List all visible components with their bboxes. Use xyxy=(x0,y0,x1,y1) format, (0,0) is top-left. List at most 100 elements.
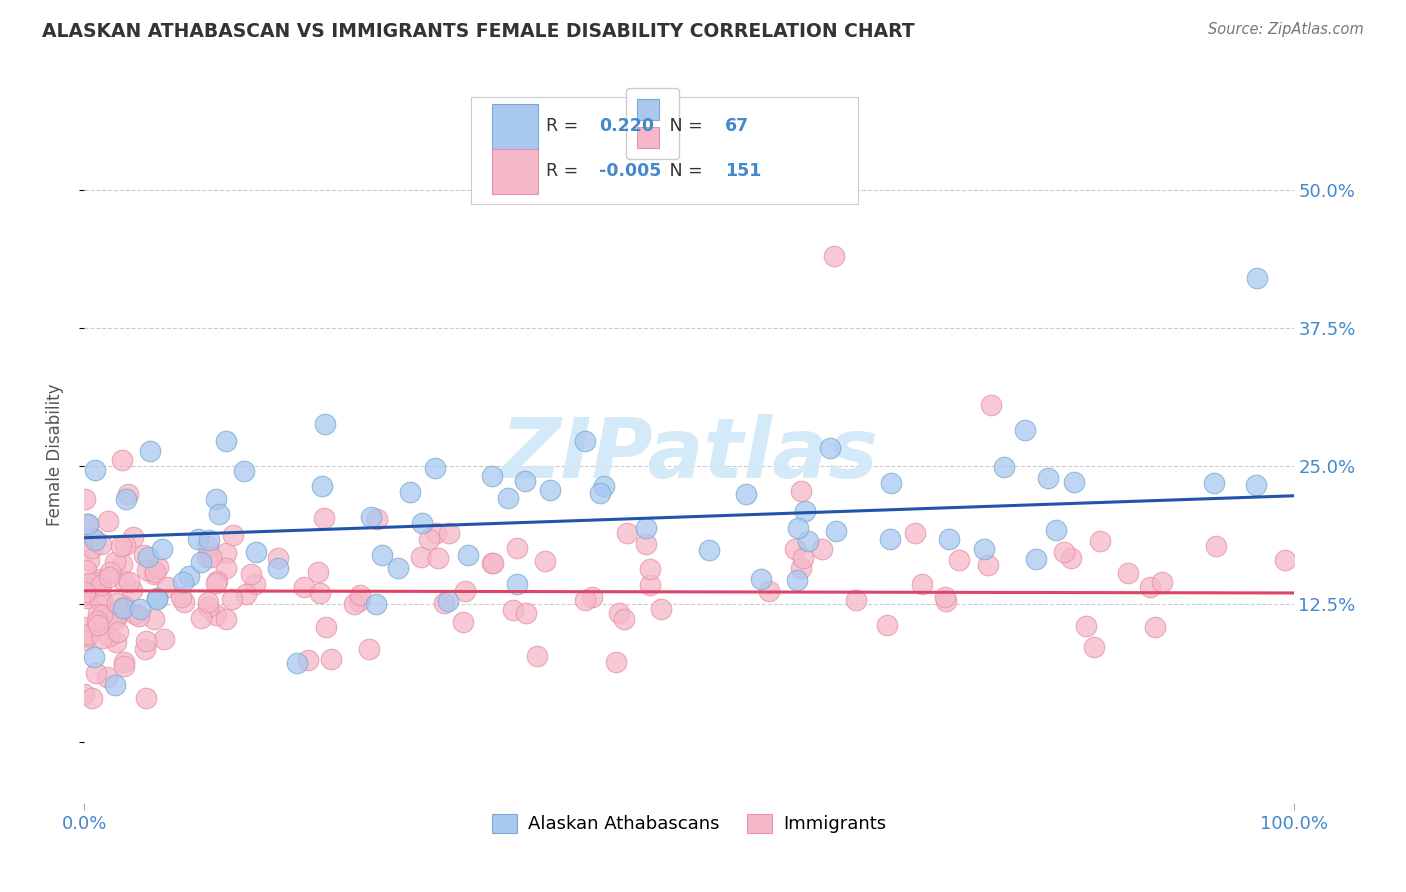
Point xyxy=(170,590,193,604)
Point xyxy=(112,655,135,669)
Point xyxy=(112,659,135,673)
Point xyxy=(433,596,456,610)
Text: 0.220: 0.220 xyxy=(599,117,654,136)
Point xyxy=(876,618,898,632)
Point xyxy=(823,249,845,263)
Point xyxy=(73,537,96,551)
Point xyxy=(481,556,503,570)
Point xyxy=(214,612,236,626)
Point xyxy=(1045,523,1067,537)
Point xyxy=(142,612,165,626)
Text: N =: N = xyxy=(652,162,707,180)
Point xyxy=(1143,620,1166,634)
Point xyxy=(1204,476,1226,491)
Point xyxy=(190,555,212,569)
Point xyxy=(82,690,104,705)
Point xyxy=(172,574,194,589)
Point xyxy=(90,631,112,645)
Point xyxy=(205,607,228,622)
Point xyxy=(976,558,998,572)
Point xyxy=(1014,423,1036,437)
Text: ZIPatlas: ZIPatlas xyxy=(501,415,877,495)
Point xyxy=(146,592,169,607)
Point xyxy=(97,514,120,528)
Point xyxy=(205,574,228,588)
Point xyxy=(1150,574,1173,589)
Point xyxy=(146,591,169,605)
Point xyxy=(634,537,657,551)
Point xyxy=(533,554,555,568)
Point xyxy=(84,463,107,477)
Point xyxy=(457,548,479,562)
Point xyxy=(845,592,868,607)
Point xyxy=(82,531,104,545)
Point xyxy=(292,580,315,594)
Point xyxy=(349,588,371,602)
Point xyxy=(319,652,342,666)
Point xyxy=(311,478,333,492)
Point xyxy=(636,521,658,535)
Point xyxy=(343,597,366,611)
Point xyxy=(112,601,135,615)
Point xyxy=(90,577,112,591)
Point xyxy=(104,678,127,692)
Point xyxy=(786,573,808,587)
Point xyxy=(132,549,155,563)
Point xyxy=(538,483,561,498)
Point xyxy=(797,534,820,549)
Point xyxy=(79,575,101,590)
Point xyxy=(315,619,337,633)
Point xyxy=(80,541,103,556)
Point xyxy=(425,525,447,540)
Point xyxy=(73,620,96,634)
Point xyxy=(76,629,98,643)
Point xyxy=(506,541,529,555)
Point xyxy=(235,587,257,601)
Point xyxy=(104,612,127,626)
Point xyxy=(84,574,107,589)
Point xyxy=(134,642,156,657)
Point xyxy=(197,539,219,553)
Point xyxy=(239,567,262,582)
Point xyxy=(105,597,128,611)
Point xyxy=(186,533,208,547)
Point xyxy=(198,533,221,547)
Point xyxy=(418,532,440,546)
Point xyxy=(285,656,308,670)
Point xyxy=(267,551,290,566)
Point xyxy=(128,602,150,616)
Point xyxy=(1036,471,1059,485)
Point xyxy=(515,606,537,620)
Point xyxy=(526,648,548,663)
Point xyxy=(451,615,474,630)
Point xyxy=(1139,580,1161,594)
Point xyxy=(179,569,201,583)
Point xyxy=(787,520,810,534)
Point xyxy=(107,607,129,622)
Point xyxy=(314,417,336,431)
Point xyxy=(139,443,162,458)
Point xyxy=(243,577,266,591)
Point xyxy=(824,524,846,538)
Point xyxy=(437,526,460,541)
Point xyxy=(426,551,449,566)
Point xyxy=(366,512,388,526)
Point xyxy=(613,612,636,626)
Point xyxy=(934,591,956,605)
Point xyxy=(215,434,238,448)
Point xyxy=(938,532,960,546)
Point xyxy=(222,528,245,542)
Point xyxy=(505,577,527,591)
Point xyxy=(83,650,105,665)
Point xyxy=(128,608,150,623)
Text: Source: ZipAtlas.com: Source: ZipAtlas.com xyxy=(1208,22,1364,37)
Point xyxy=(411,550,433,565)
Point xyxy=(156,580,179,594)
Point xyxy=(135,563,157,577)
Point xyxy=(77,516,100,531)
Point xyxy=(208,507,231,521)
Point xyxy=(1205,539,1227,553)
Point xyxy=(114,538,136,552)
Point xyxy=(574,592,596,607)
Point xyxy=(142,567,165,582)
